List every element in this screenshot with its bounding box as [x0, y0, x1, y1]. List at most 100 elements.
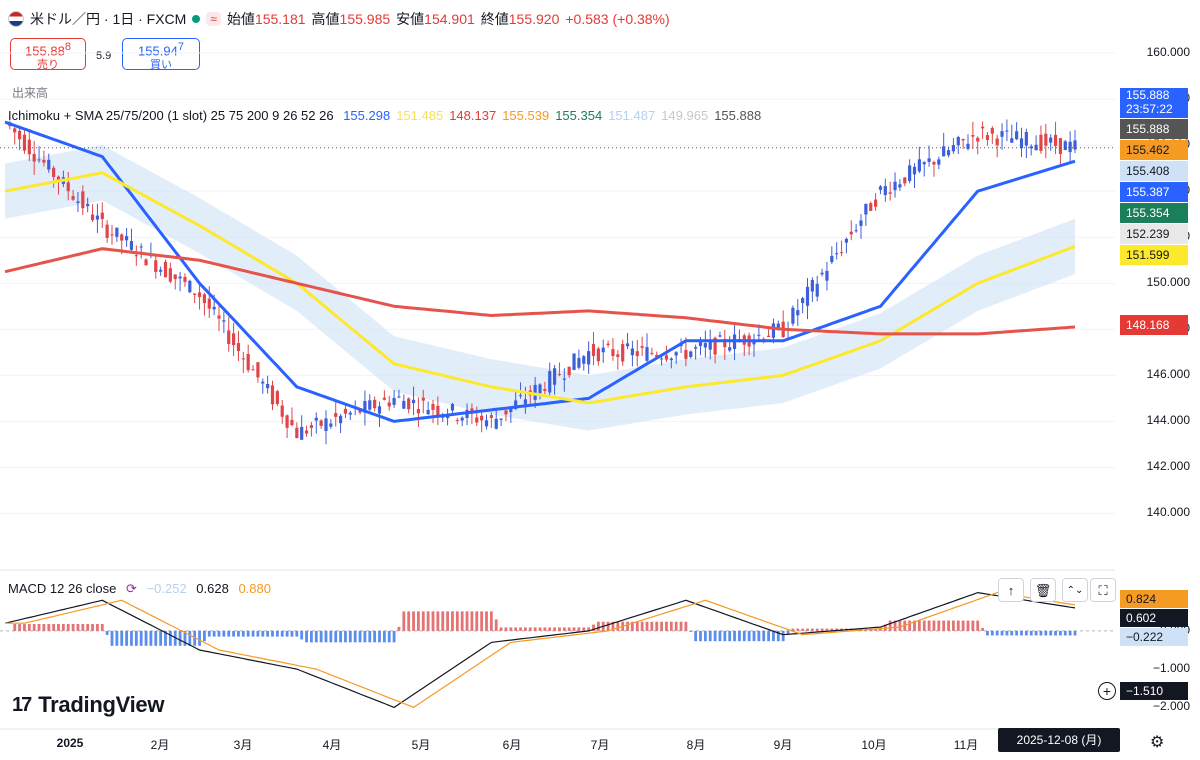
- buy-button[interactable]: 155.947 買い: [122, 38, 200, 72]
- candle-up: [402, 400, 406, 409]
- candle-down: [183, 276, 187, 282]
- candle-down: [903, 177, 907, 184]
- macd-histogram-bar: [451, 611, 454, 631]
- candle-down: [27, 139, 31, 155]
- candle-up: [1024, 131, 1028, 146]
- price-tag-value: 155.888: [1126, 88, 1170, 102]
- candle-up: [572, 353, 576, 370]
- candle-down: [849, 231, 853, 235]
- macd-histogram-bar: [684, 621, 688, 631]
- move-up-icon[interactable]: ↑: [998, 578, 1024, 602]
- candle-up: [348, 412, 352, 415]
- macd-histogram-bar: [952, 620, 955, 631]
- candle-down: [110, 234, 114, 236]
- macd-histogram-bar: [835, 628, 839, 631]
- sell-button[interactable]: 155.888 売り: [10, 38, 86, 71]
- macd-histogram-bar: [237, 630, 240, 637]
- macd-histogram-bar: [61, 624, 65, 631]
- macd-histogram-bar: [319, 630, 323, 643]
- time-axis-label: 4月: [322, 738, 342, 752]
- candle-up: [484, 420, 489, 427]
- candle-up: [411, 399, 416, 404]
- macd-histogram-bar: [421, 611, 425, 631]
- gear-icon[interactable]: ⚙: [1150, 734, 1165, 751]
- macd-line-value: 0.628: [196, 581, 229, 596]
- price-axis-label: 144.000: [1146, 413, 1190, 428]
- price-tag-value: 148.168: [1126, 318, 1170, 333]
- indicator-value: 155.354: [555, 108, 603, 123]
- low-value: 154.901: [424, 11, 475, 27]
- candle-up: [1063, 141, 1067, 151]
- candle-down: [990, 127, 994, 134]
- macd-hist-value: −0.252: [146, 581, 187, 596]
- price-tag-value: 151.599: [1126, 248, 1170, 262]
- macd-histogram-bar: [981, 628, 984, 631]
- macd-histogram-bar: [820, 628, 824, 631]
- maximize-icon[interactable]: ⛶: [1090, 578, 1116, 602]
- macd-histogram-bar: [280, 630, 284, 637]
- candle-up: [694, 347, 698, 349]
- macd-histogram-bar: [708, 630, 712, 642]
- candle-up: [582, 356, 586, 364]
- candle-down: [961, 139, 965, 141]
- symbol-header: 米ドル／円 · 1日 · FXCM ≈ 始値 155.181 高値 155.98…: [8, 8, 670, 30]
- candle-down: [455, 419, 459, 421]
- candle-down: [290, 419, 294, 426]
- macd-histogram-bar: [640, 621, 644, 631]
- indicator-legend[interactable]: Ichimoku + SMA 25/75/200 (1 slot) 25 75 …: [8, 108, 773, 123]
- macd-histogram-bar: [178, 630, 182, 646]
- macd-settings-icon[interactable]: ⟳: [126, 581, 137, 596]
- macd-histogram-bar: [159, 630, 163, 646]
- candle-up: [674, 352, 678, 356]
- candle-up: [878, 186, 883, 190]
- tilde-badge[interactable]: ≈: [206, 12, 221, 26]
- macd-tag: −1.510: [1120, 682, 1188, 700]
- add-icon[interactable]: +: [1098, 682, 1116, 700]
- macd-histogram-bar: [606, 621, 610, 631]
- macd-histogram-bar: [387, 630, 391, 643]
- macd-histogram-bar: [1005, 630, 1009, 636]
- macd-histogram-bar: [538, 627, 542, 631]
- candle-up: [324, 418, 328, 432]
- candle-up: [426, 409, 430, 415]
- macd-histogram-bar: [134, 630, 138, 646]
- close-value: 155.920: [508, 11, 560, 27]
- macd-histogram-bar: [373, 630, 377, 643]
- volume-label[interactable]: 出来高: [12, 86, 49, 100]
- candle-down: [173, 274, 177, 280]
- macd-histogram-bar: [363, 630, 367, 643]
- indicator-value: 149.965: [661, 108, 709, 123]
- candle-down: [873, 199, 878, 207]
- macd-histogram-bar: [611, 621, 615, 631]
- price-axis-label: 140.000: [1146, 505, 1190, 520]
- macd-histogram-bar: [480, 611, 484, 631]
- candle-down: [621, 344, 625, 362]
- candle-down: [650, 352, 654, 354]
- price-tag: 155.888: [1120, 119, 1188, 139]
- macd-histogram-bar: [592, 624, 595, 631]
- candle-up: [518, 395, 523, 397]
- macd-histogram-bar: [37, 624, 41, 631]
- buy-label: 買い: [150, 59, 172, 72]
- candle-down: [217, 315, 221, 319]
- macd-histogram-bar: [660, 621, 663, 631]
- candle-down: [664, 355, 669, 360]
- time-axis-label: 2月: [150, 738, 170, 752]
- macd-histogram-bar: [650, 621, 654, 631]
- delete-icon[interactable]: 🗑: [1030, 578, 1056, 602]
- collapse-icon[interactable]: ⌃⌄: [1062, 578, 1088, 602]
- macd-histogram-bar: [441, 611, 445, 631]
- candle-up: [562, 378, 566, 380]
- macd-tag: −0.222: [1120, 628, 1188, 646]
- candle-up: [669, 358, 673, 361]
- macd-histogram-bar: [455, 611, 459, 631]
- macd-histogram-bar: [96, 624, 99, 631]
- macd-legend[interactable]: MACD 12 26 close ⟳ −0.252 0.628 0.880: [8, 581, 277, 597]
- candle-up: [625, 343, 630, 347]
- symbol-title[interactable]: 米ドル／円 · 1日 · FXCM: [30, 11, 187, 27]
- sma-line-sma200: [4, 247, 1076, 336]
- candle-down: [66, 182, 70, 192]
- high-value: 155.985: [339, 11, 391, 27]
- time-axis-label: 10月: [861, 738, 887, 752]
